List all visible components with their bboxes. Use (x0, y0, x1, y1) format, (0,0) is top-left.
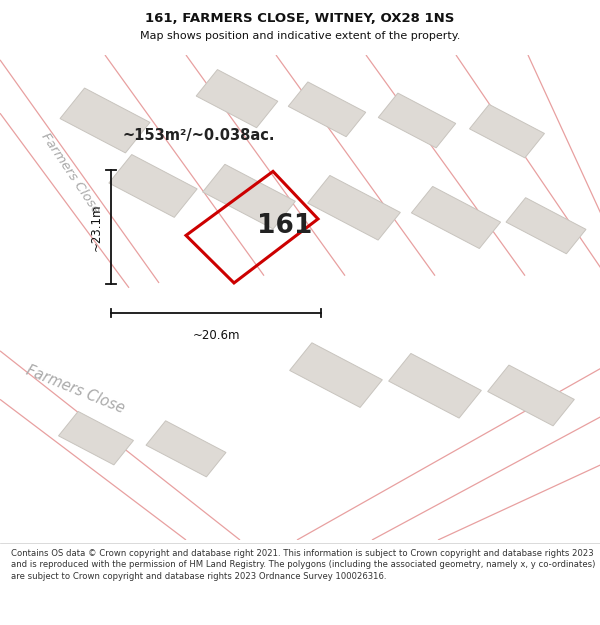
Polygon shape (378, 93, 456, 148)
Polygon shape (506, 198, 586, 254)
Polygon shape (146, 421, 226, 477)
Polygon shape (412, 186, 500, 249)
Text: 161: 161 (257, 213, 313, 239)
Text: Map shows position and indicative extent of the property.: Map shows position and indicative extent… (140, 31, 460, 41)
Text: Contains OS data © Crown copyright and database right 2021. This information is : Contains OS data © Crown copyright and d… (11, 549, 595, 581)
Polygon shape (488, 365, 574, 426)
Polygon shape (288, 82, 366, 137)
Polygon shape (203, 164, 295, 229)
Polygon shape (109, 154, 197, 218)
Polygon shape (308, 176, 400, 240)
Polygon shape (389, 354, 481, 418)
Text: 161, FARMERS CLOSE, WITNEY, OX28 1NS: 161, FARMERS CLOSE, WITNEY, OX28 1NS (145, 12, 455, 25)
Polygon shape (290, 342, 382, 408)
Text: Farmers Close: Farmers Close (24, 363, 127, 416)
Polygon shape (59, 411, 133, 465)
Text: ~153m²/~0.038ac.: ~153m²/~0.038ac. (123, 127, 275, 142)
Text: Farmers Close: Farmers Close (39, 131, 103, 217)
Text: ~20.6m: ~20.6m (192, 329, 240, 341)
Polygon shape (196, 69, 278, 128)
Polygon shape (470, 104, 544, 158)
Text: ~23.1m: ~23.1m (89, 203, 103, 251)
Polygon shape (60, 88, 150, 153)
